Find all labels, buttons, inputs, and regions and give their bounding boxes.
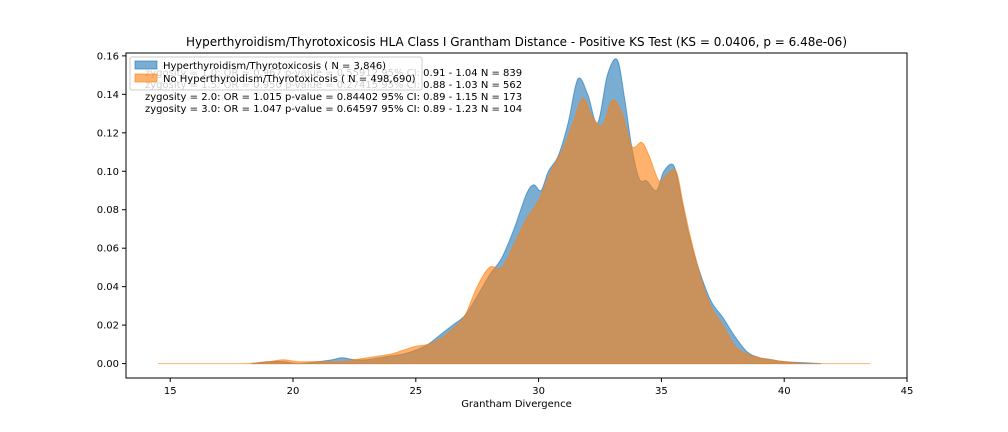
y-tick-label: 0.02	[97, 321, 119, 332]
y-tick-label: 0.00	[97, 359, 119, 370]
x-tick-label: 30	[532, 386, 545, 397]
series-area-2	[157, 97, 871, 365]
series-areas	[157, 58, 871, 365]
legend-label: No Hyperthyroidism/Thyrotoxicosis ( N = …	[163, 74, 416, 85]
chart-title: Hyperthyroidism/Thyrotoxicosis HLA Class…	[186, 35, 847, 49]
annotation-line: zygosity = 3.0: OR = 1.047 p-value = 0.6…	[145, 104, 522, 115]
legend-swatch	[134, 73, 158, 83]
y-axis: 0.00 0.02 0.04 0.06 0.08 0.10 0.12 0.14 0.16	[97, 51, 126, 370]
legend-swatch	[134, 60, 158, 70]
y-tick-label: 0.12	[97, 128, 119, 139]
y-tick-label: 0.10	[97, 167, 119, 178]
x-tick-label: 35	[655, 386, 668, 397]
y-tick-label: 0.16	[97, 51, 119, 62]
x-tick-label: 40	[778, 386, 791, 397]
y-tick-label: 0.06	[97, 244, 119, 255]
y-tick-label: 0.08	[97, 205, 119, 216]
y-tick-label: 0.14	[97, 90, 119, 101]
x-tick-label: 25	[409, 386, 422, 397]
x-tick-label: 20	[287, 386, 300, 397]
annotation-line: zygosity = 2.0: OR = 1.015 p-value = 0.8…	[145, 92, 522, 103]
legend-frame	[129, 56, 423, 91]
x-axis: 15 20 25 30 35 40 45	[164, 378, 914, 397]
y-tick-label: 0.04	[97, 282, 119, 293]
legend: Hyperthyroidism/Thyrotoxicosis ( N = 3,8…	[129, 56, 423, 91]
plot-frame	[125, 52, 908, 379]
legend-label: Hyperthyroidism/Thyrotoxicosis ( N = 3,8…	[163, 61, 386, 72]
x-axis-label: Grantham Divergence	[461, 399, 572, 410]
x-tick-label: 45	[901, 386, 914, 397]
x-tick-label: 15	[164, 386, 177, 397]
